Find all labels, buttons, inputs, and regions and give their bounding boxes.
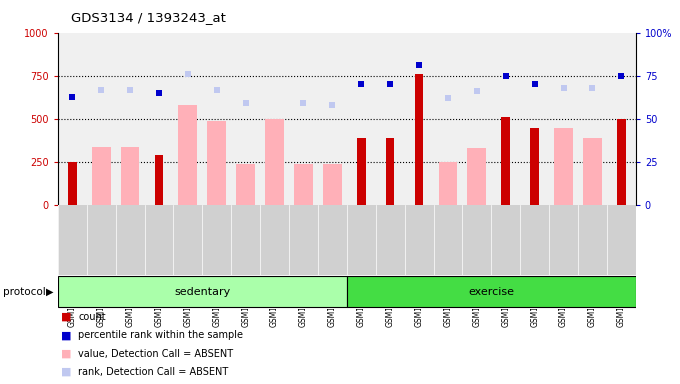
- Bar: [207, 121, 226, 205]
- Bar: [467, 149, 486, 205]
- Bar: [236, 164, 255, 205]
- Bar: [415, 74, 424, 205]
- Text: ■: ■: [61, 330, 71, 340]
- Bar: [347, 276, 636, 307]
- Bar: [386, 138, 394, 205]
- Text: value, Detection Call = ABSENT: value, Detection Call = ABSENT: [78, 349, 233, 359]
- Bar: [154, 156, 163, 205]
- Text: sedentary: sedentary: [174, 287, 231, 297]
- Text: percentile rank within the sample: percentile rank within the sample: [78, 330, 243, 340]
- Text: protocol: protocol: [3, 287, 46, 297]
- Bar: [92, 147, 111, 205]
- Text: ■: ■: [61, 312, 71, 322]
- Bar: [120, 147, 139, 205]
- Bar: [323, 164, 342, 205]
- Bar: [439, 162, 458, 205]
- Bar: [265, 119, 284, 205]
- Bar: [617, 119, 626, 205]
- Bar: [530, 127, 539, 205]
- Text: GDS3134 / 1393243_at: GDS3134 / 1393243_at: [71, 12, 226, 25]
- Bar: [294, 164, 313, 205]
- Text: ■: ■: [61, 367, 71, 377]
- Text: rank, Detection Call = ABSENT: rank, Detection Call = ABSENT: [78, 367, 228, 377]
- Bar: [357, 138, 366, 205]
- Bar: [68, 162, 77, 205]
- Text: count: count: [78, 312, 106, 322]
- Bar: [58, 276, 347, 307]
- Text: ■: ■: [61, 349, 71, 359]
- Bar: [583, 138, 602, 205]
- Text: exercise: exercise: [469, 287, 514, 297]
- Bar: [554, 127, 573, 205]
- Bar: [501, 118, 510, 205]
- Text: ▶: ▶: [46, 287, 54, 297]
- Bar: [178, 105, 197, 205]
